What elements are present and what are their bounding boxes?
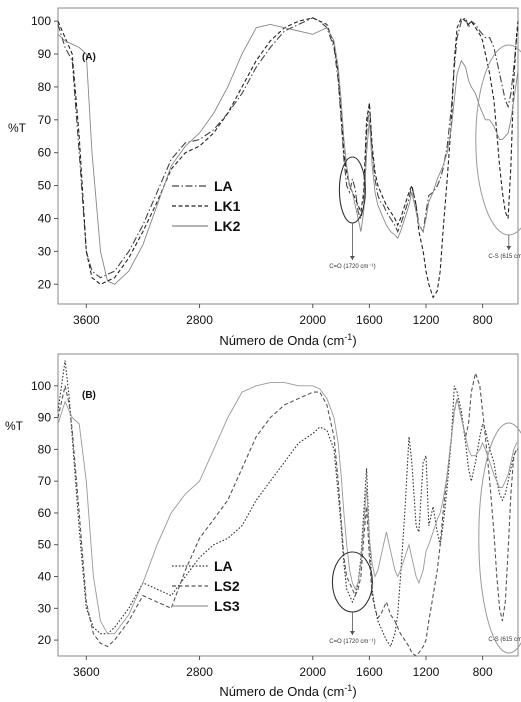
y-tick-label: 40 bbox=[38, 570, 52, 584]
annotation-ellipse bbox=[338, 156, 366, 224]
annotation-arrowhead bbox=[506, 246, 512, 250]
y-axis-label: %T bbox=[5, 419, 24, 433]
y-tick-label: 100 bbox=[31, 14, 51, 28]
x-tick-label: 2000 bbox=[299, 665, 326, 679]
x-tick-label: 1200 bbox=[413, 313, 440, 327]
annotation-label: C-S (615 cm⁻¹) bbox=[488, 637, 521, 643]
x-tick-label: 800 bbox=[473, 665, 493, 679]
y-axis-label: %T bbox=[8, 121, 27, 135]
y-tick-label: 60 bbox=[38, 146, 52, 160]
annotation-label: C=O (1720 cm⁻¹) bbox=[329, 639, 375, 645]
series-line-ls3 bbox=[57, 382, 518, 635]
legend-label: LS3 bbox=[214, 598, 240, 614]
x-tick-label: 2000 bbox=[299, 313, 326, 327]
panel-label: (A) bbox=[82, 52, 96, 63]
x-tick-label: 1600 bbox=[356, 665, 383, 679]
x-tick-label: 800 bbox=[473, 313, 493, 327]
panel-a: 20 30 40 50 60 70 80 90 100 3600 2800 2000 1600 1200 8… bbox=[8, 7, 521, 348]
x-tick-label: 3600 bbox=[73, 313, 100, 327]
x-tick-label: 1200 bbox=[413, 665, 440, 679]
y-tick-label: 80 bbox=[38, 80, 52, 94]
legend-label: LK2 bbox=[214, 218, 241, 234]
legend-label: LA bbox=[214, 178, 233, 194]
annotation-label: C=O (1720 cm⁻¹) bbox=[329, 264, 375, 270]
y-tick-label: 20 bbox=[38, 633, 52, 647]
legend-label: LA bbox=[214, 558, 233, 574]
y-tick-label: 90 bbox=[38, 47, 52, 61]
y-tick-label: 60 bbox=[38, 506, 52, 520]
y-tick-label: 50 bbox=[38, 538, 52, 552]
series-line-ls2 bbox=[57, 371, 518, 657]
y-tick-label: 50 bbox=[38, 179, 52, 193]
annotation-arrowhead bbox=[349, 256, 355, 260]
y-tick-label: 30 bbox=[38, 244, 52, 258]
x-axis-label: Número de Onda (cm-1) bbox=[219, 332, 356, 348]
y-tick-label: 70 bbox=[38, 113, 52, 127]
y-tick-label: 40 bbox=[38, 211, 52, 225]
series-line-la bbox=[57, 16, 519, 279]
series-line-lk2 bbox=[57, 23, 519, 285]
y-tick-label: 20 bbox=[38, 277, 52, 291]
y-tick-label: 30 bbox=[38, 601, 52, 615]
annotation-arrowhead bbox=[349, 631, 355, 635]
x-tick-label: 1600 bbox=[356, 313, 383, 327]
x-axis-label: Número de Onda (cm-1) bbox=[219, 683, 356, 699]
panel-b: 20 30 40 50 60 70 80 90 100 3600 2800 2000 1600 1200 8… bbox=[5, 353, 521, 699]
x-tick-label: 2800 bbox=[186, 313, 213, 327]
annotation-ellipse bbox=[478, 422, 521, 654]
legend-label: LK1 bbox=[214, 198, 241, 214]
y-tick-label: 100 bbox=[31, 379, 51, 393]
x-tick-label: 3600 bbox=[73, 665, 100, 679]
y-tick-label: 80 bbox=[38, 442, 52, 456]
plot-frame bbox=[57, 7, 519, 305]
y-tick-label: 70 bbox=[38, 474, 52, 488]
panel-label: (B) bbox=[82, 390, 96, 401]
series-line-lk1 bbox=[57, 17, 519, 299]
plot-frame bbox=[57, 353, 519, 657]
x-tick-label: 2800 bbox=[186, 665, 213, 679]
legend-label: LS2 bbox=[214, 578, 240, 594]
series-line-la bbox=[57, 360, 518, 648]
annotation-label: C-S (615 cm⁻¹) bbox=[488, 254, 521, 260]
y-tick-label: 90 bbox=[38, 411, 52, 425]
